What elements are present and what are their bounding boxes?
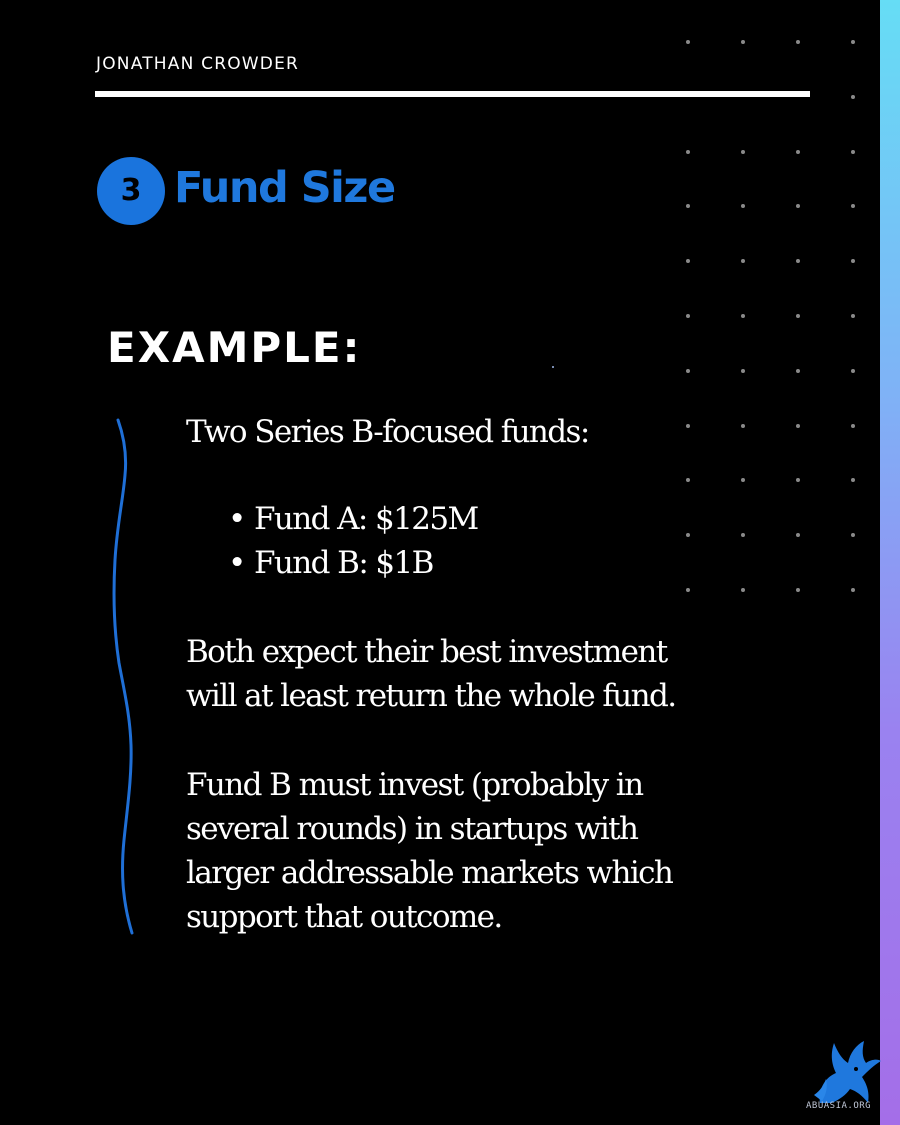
paragraph-line: Both expect their best investment: [186, 634, 668, 670]
author-name: JONATHAN CROWDER: [96, 54, 300, 74]
grid-dot: [851, 588, 855, 592]
gradient-side-strip: [880, 0, 900, 1125]
fund-list: Fund A: $125M Fund B: $1B: [228, 497, 479, 585]
paragraph-line: Fund B must invest (probably in: [186, 767, 644, 803]
grid-dot: [851, 259, 855, 263]
hand-drawn-brace: [112, 418, 134, 935]
grid-dot: [686, 588, 690, 592]
grid-dot: [741, 204, 745, 208]
grid-dot: [796, 478, 800, 482]
grid-dot: [686, 259, 690, 263]
grid-dot: [741, 478, 745, 482]
grid-dot: [686, 150, 690, 154]
grid-dot: [686, 314, 690, 318]
winged-griffin-icon: [814, 1041, 881, 1103]
fund-list-item: Fund B: $1B: [228, 541, 478, 585]
grid-dot: [741, 314, 745, 318]
grid-dot: [741, 369, 745, 373]
grid-dot: [741, 40, 745, 44]
paragraph-line: larger addressable markets which: [186, 855, 674, 891]
grid-dot: [796, 314, 800, 318]
grid-dot: [796, 204, 800, 208]
grid-dot: [686, 204, 690, 208]
grid-dot: [796, 40, 800, 44]
fund-list-item: Fund A: $125M: [228, 497, 479, 541]
grid-dot: [851, 314, 855, 318]
grid-dot: [851, 369, 855, 373]
grid-dot: [686, 40, 690, 44]
grid-dot: [741, 533, 745, 537]
grid-dot: [851, 424, 855, 428]
paragraph-conclusion: Fund B must invest (probably in several …: [186, 763, 674, 939]
section-title: Fund Size: [174, 163, 396, 213]
watermark-text: ABUASIA.ORG: [806, 1101, 872, 1111]
grid-dot: [741, 588, 745, 592]
grid-dot: [686, 369, 690, 373]
grid-dot: [741, 259, 745, 263]
grid-dot: [686, 424, 690, 428]
grid-dot: [796, 533, 800, 537]
grid-dot: [796, 150, 800, 154]
grid-dot: [796, 424, 800, 428]
example-intro: Two Series B-focused funds:: [186, 414, 590, 450]
grid-dot: [851, 40, 855, 44]
grid-dot: [851, 204, 855, 208]
paragraph-line: will at least return the whole fund.: [186, 678, 677, 714]
grid-dot: [851, 533, 855, 537]
grid-dot: [796, 369, 800, 373]
paragraph-expectation: Both expect their best investment will a…: [186, 630, 677, 718]
step-number-badge: 3: [97, 157, 165, 225]
grid-dot: [796, 588, 800, 592]
paragraph-line: several rounds) in startups with: [186, 811, 639, 847]
example-heading: EXAMPLE:: [107, 323, 362, 372]
grid-dot: [851, 95, 855, 99]
header-rule: [95, 91, 810, 97]
grid-dot: [741, 424, 745, 428]
grid-dot: [686, 478, 690, 482]
grid-dot: [851, 150, 855, 154]
grid-dot: [741, 150, 745, 154]
grid-dot: [686, 533, 690, 537]
decorative-speck: [552, 366, 554, 368]
grid-dot: [851, 478, 855, 482]
grid-dot: [796, 259, 800, 263]
paragraph-line: support that outcome.: [186, 899, 503, 935]
